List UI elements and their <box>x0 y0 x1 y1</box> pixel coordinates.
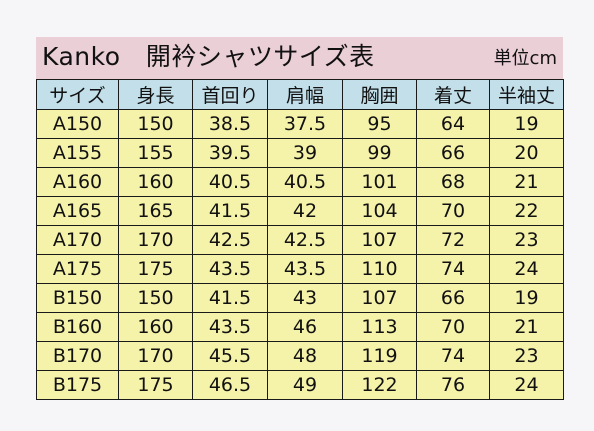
cell-neck: 39.5 <box>192 138 268 168</box>
table-row: A160 160 40.5 40.5 101 68 21 <box>36 167 564 197</box>
cell-sleeve: 24 <box>489 370 564 400</box>
cell-sleeve: 22 <box>489 196 564 226</box>
cell-chest: 107 <box>342 283 417 313</box>
cell-length: 76 <box>416 370 490 400</box>
cell-size: B175 <box>36 370 119 400</box>
cell-size: A150 <box>36 109 119 139</box>
cell-neck: 43.5 <box>192 312 268 342</box>
cell-shoulder: 43 <box>267 283 343 313</box>
cell-chest: 122 <box>342 370 417 400</box>
cell-neck: 40.5 <box>192 167 268 197</box>
cell-sleeve: 20 <box>489 138 564 168</box>
cell-length: 68 <box>416 167 490 197</box>
cell-neck: 43.5 <box>192 254 268 284</box>
cell-height: 160 <box>118 167 193 197</box>
header-shoulder: 肩幅 <box>267 79 343 110</box>
table-row: B150 150 41.5 43 107 66 19 <box>36 283 564 313</box>
unit-label: 単位cm <box>493 48 557 69</box>
cell-height: 165 <box>118 196 193 226</box>
cell-shoulder: 48 <box>267 341 343 371</box>
cell-shoulder: 49 <box>267 370 343 400</box>
cell-sleeve: 23 <box>489 341 564 371</box>
table-body: A150 150 38.5 37.5 95 64 19 A155 155 39.5 39 99 66 20… <box>36 109 564 400</box>
size-chart-name: 開衿シャツサイズ表 <box>145 42 375 71</box>
cell-sleeve: 21 <box>489 167 564 197</box>
header-size: サイズ <box>36 79 119 110</box>
cell-height: 150 <box>118 283 193 313</box>
header-sleeve: 半袖丈 <box>489 79 564 110</box>
cell-shoulder: 42 <box>267 196 343 226</box>
header-height: 身長 <box>118 79 193 110</box>
cell-size: A170 <box>36 225 119 255</box>
cell-neck: 41.5 <box>192 196 268 226</box>
cell-chest: 95 <box>342 109 417 139</box>
cell-length: 74 <box>416 341 490 371</box>
cell-length: 66 <box>416 283 490 313</box>
cell-size: A175 <box>36 254 119 284</box>
cell-chest: 99 <box>342 138 417 168</box>
cell-size: B170 <box>36 341 119 371</box>
cell-length: 64 <box>416 109 490 139</box>
cell-sleeve: 19 <box>489 283 564 313</box>
cell-sleeve: 19 <box>489 109 564 139</box>
cell-neck: 46.5 <box>192 370 268 400</box>
cell-sleeve: 21 <box>489 312 564 342</box>
cell-neck: 45.5 <box>192 341 268 371</box>
brand-name: Kanko <box>42 42 121 71</box>
table-row: A150 150 38.5 37.5 95 64 19 <box>36 109 564 139</box>
cell-chest: 104 <box>342 196 417 226</box>
header-neck: 首回り <box>192 79 268 110</box>
cell-shoulder: 39 <box>267 138 343 168</box>
cell-size: B150 <box>36 283 119 313</box>
cell-length: 70 <box>416 312 490 342</box>
cell-height: 175 <box>118 370 193 400</box>
cell-size: A155 <box>36 138 119 168</box>
cell-size: A165 <box>36 196 119 226</box>
cell-neck: 41.5 <box>192 283 268 313</box>
cell-chest: 107 <box>342 225 417 255</box>
table-row: A165 165 41.5 42 104 70 22 <box>36 196 564 226</box>
cell-height: 155 <box>118 138 193 168</box>
cell-chest: 119 <box>342 341 417 371</box>
header-row: サイズ 身長 首回り 肩幅 胸囲 着丈 半袖丈 <box>36 79 564 110</box>
table-row: B160 160 43.5 46 113 70 21 <box>36 312 564 342</box>
cell-shoulder: 40.5 <box>267 167 343 197</box>
table-row: A175 175 43.5 43.5 110 74 24 <box>36 254 564 284</box>
cell-chest: 113 <box>342 312 417 342</box>
cell-height: 160 <box>118 312 193 342</box>
cell-height: 175 <box>118 254 193 284</box>
cell-size: A160 <box>36 167 119 197</box>
cell-shoulder: 43.5 <box>267 254 343 284</box>
title-bar: Kanko 開衿シャツサイズ表 単位cm <box>36 37 563 79</box>
cell-chest: 101 <box>342 167 417 197</box>
header-length: 着丈 <box>416 79 490 110</box>
cell-shoulder: 42.5 <box>267 225 343 255</box>
cell-shoulder: 46 <box>267 312 343 342</box>
table-header: サイズ 身長 首回り 肩幅 胸囲 着丈 半袖丈 <box>36 79 564 110</box>
cell-sleeve: 24 <box>489 254 564 284</box>
cell-length: 66 <box>416 138 490 168</box>
table-row: A170 170 42.5 42.5 107 72 23 <box>36 225 564 255</box>
chart-title: Kanko 開衿シャツサイズ表 <box>42 42 375 72</box>
size-table: サイズ 身長 首回り 肩幅 胸囲 着丈 半袖丈 A150 150 38.5 37.5 9… <box>36 79 564 400</box>
cell-length: 70 <box>416 196 490 226</box>
cell-shoulder: 37.5 <box>267 109 343 139</box>
cell-length: 74 <box>416 254 490 284</box>
header-chest: 胸囲 <box>342 79 417 110</box>
cell-length: 72 <box>416 225 490 255</box>
cell-height: 170 <box>118 225 193 255</box>
cell-sleeve: 23 <box>489 225 564 255</box>
cell-neck: 42.5 <box>192 225 268 255</box>
table-row: A155 155 39.5 39 99 66 20 <box>36 138 564 168</box>
cell-size: B160 <box>36 312 119 342</box>
table-row: B175 175 46.5 49 122 76 24 <box>36 370 564 400</box>
cell-height: 170 <box>118 341 193 371</box>
table-row: B170 170 45.5 48 119 74 23 <box>36 341 564 371</box>
cell-height: 150 <box>118 109 193 139</box>
cell-neck: 38.5 <box>192 109 268 139</box>
cell-chest: 110 <box>342 254 417 284</box>
